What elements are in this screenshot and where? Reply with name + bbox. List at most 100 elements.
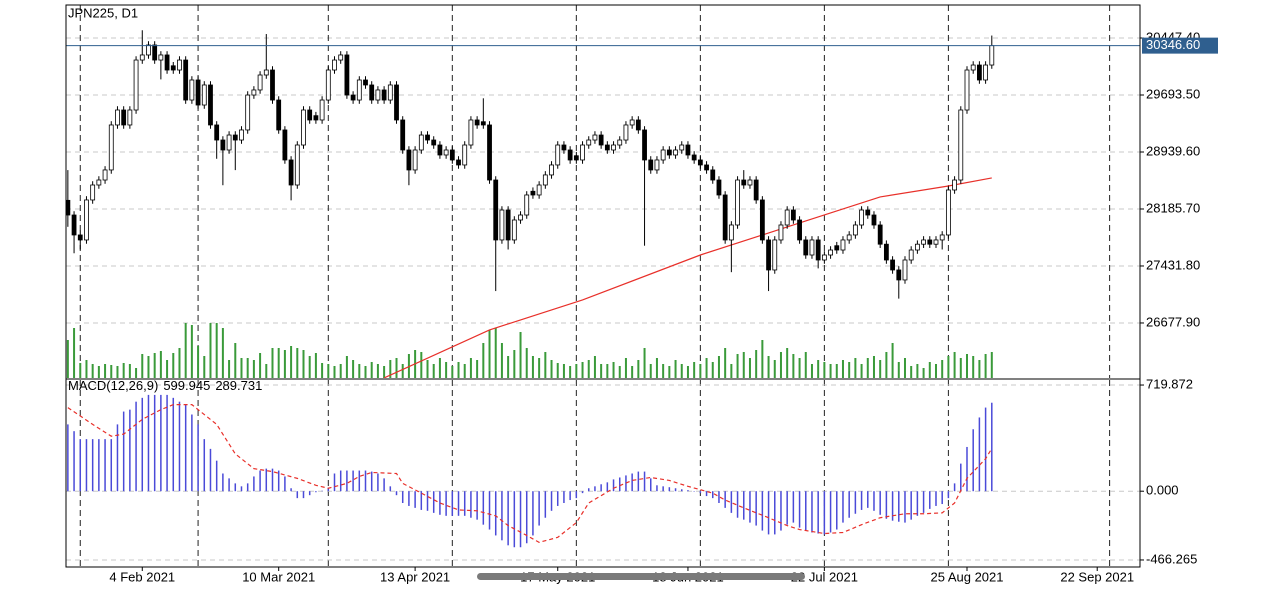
candle-body	[710, 169, 716, 181]
macd-bar	[891, 491, 894, 521]
candle-body	[976, 64, 982, 81]
candle-body	[363, 79, 368, 86]
macd-bar	[817, 491, 819, 534]
volume-bar	[290, 346, 293, 378]
volume-bar	[91, 364, 94, 378]
macd-bar	[656, 485, 658, 492]
macd-bar	[929, 491, 931, 509]
candle-body	[468, 119, 474, 146]
volume-bar	[978, 360, 981, 378]
macd-bar	[550, 491, 553, 511]
candle-body	[84, 199, 89, 241]
x-tick-label: 22 Sep 2021	[1060, 569, 1134, 584]
volume-bar	[482, 343, 485, 378]
volume-bar	[228, 360, 231, 378]
candle-body	[945, 189, 951, 236]
candle-body	[146, 44, 151, 56]
volume-bar	[817, 360, 820, 378]
volume-bar	[283, 350, 286, 378]
volume-bar	[364, 366, 367, 378]
volume-bar	[438, 358, 441, 378]
macd-bar	[904, 491, 906, 523]
volume-bar	[370, 362, 373, 378]
volume-bar	[420, 352, 423, 378]
candle-body	[747, 179, 753, 186]
volume-bar	[184, 323, 187, 378]
candle-body	[195, 79, 201, 106]
candle-body	[536, 184, 542, 196]
candle-body	[524, 194, 530, 216]
candle-body	[691, 154, 697, 161]
volume-bar	[556, 363, 559, 378]
scrollbar[interactable]	[477, 573, 805, 580]
volume-bar	[122, 363, 125, 378]
candle-body	[133, 59, 139, 111]
candle-body	[344, 54, 350, 96]
volume-bar	[531, 356, 534, 378]
volume-bar	[668, 366, 671, 378]
macd-bar	[228, 478, 230, 492]
volume-bar	[835, 364, 838, 378]
volume-bar	[159, 351, 162, 378]
macd-bar	[532, 491, 534, 536]
macd-bar	[631, 473, 633, 492]
candle-body	[115, 109, 120, 126]
volume-bar	[209, 323, 212, 378]
volume-bar	[203, 356, 206, 378]
candle-body	[294, 144, 300, 186]
macd-bar	[122, 411, 125, 492]
x-tick-label: 13 Apr 2021	[380, 569, 450, 584]
macd-bar	[798, 491, 801, 528]
macd-bar	[916, 491, 919, 516]
x-tick-label: 4 Feb 2021	[109, 569, 175, 584]
macd-bar	[457, 491, 460, 516]
macd-bar	[643, 471, 646, 492]
candle-body	[927, 239, 933, 245]
volume-bar	[910, 366, 913, 378]
volume-bar	[376, 364, 379, 378]
candle-body	[815, 239, 821, 261]
macd-bar	[346, 470, 348, 492]
y-tick-label: 0.000	[1146, 483, 1179, 498]
volume-bar	[897, 362, 900, 378]
price-panel	[66, 5, 1140, 378]
macd-bar	[73, 431, 75, 492]
candle-body	[629, 119, 635, 126]
candle-body	[71, 214, 77, 236]
candle-body	[245, 94, 251, 131]
macd-bar	[854, 491, 857, 514]
candle-body	[226, 134, 232, 151]
macd-bar	[507, 491, 509, 546]
candle-body	[871, 214, 877, 226]
candle-body	[208, 84, 213, 126]
volume-bar	[277, 348, 280, 378]
candle-body	[239, 129, 244, 141]
candle-body	[431, 139, 437, 146]
volume-bar	[215, 323, 218, 378]
candle-body	[716, 179, 722, 196]
macd-bar	[339, 470, 342, 492]
volume-bar	[538, 358, 541, 378]
volume-bar	[618, 366, 621, 378]
volume-bar	[507, 356, 510, 378]
volume-bar	[172, 353, 175, 378]
macd-bar	[805, 491, 807, 531]
macd-bar	[265, 468, 268, 492]
volume-bar	[110, 365, 113, 378]
volume-bar	[345, 356, 348, 378]
volume-bar	[755, 350, 758, 378]
macd-bar	[513, 491, 516, 548]
volume-bar	[544, 352, 547, 378]
candle-body	[394, 84, 399, 121]
macd-bar	[377, 473, 379, 492]
candle-body	[505, 209, 511, 241]
volume-bar	[147, 356, 150, 378]
volume-bar	[686, 366, 689, 378]
macd-bar	[98, 439, 100, 492]
macd-bar	[240, 486, 243, 492]
macd-bar	[85, 439, 88, 492]
volume-bar	[928, 362, 931, 378]
macd-bar	[494, 491, 497, 536]
candle-body	[102, 169, 108, 181]
volume-bar	[85, 360, 88, 378]
